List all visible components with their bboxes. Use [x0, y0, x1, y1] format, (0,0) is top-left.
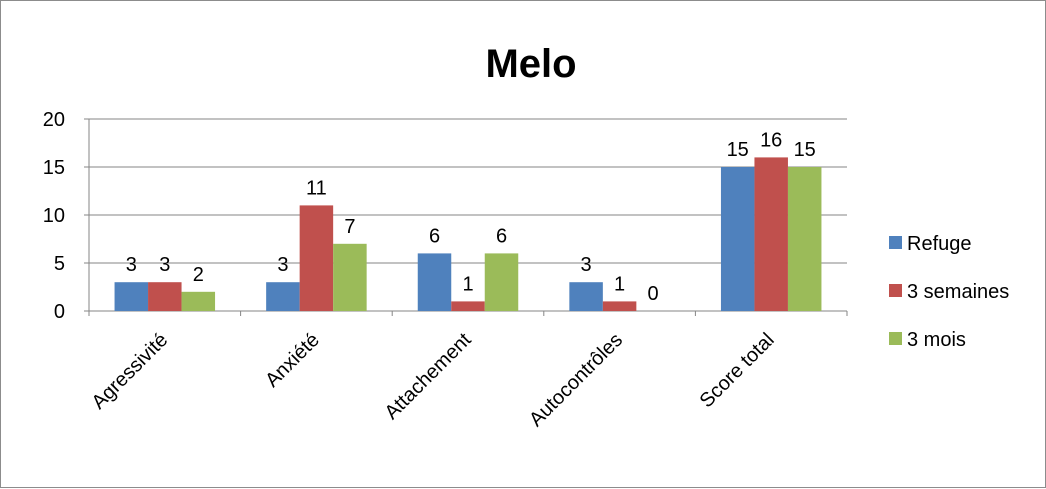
- legend-label: Refuge: [907, 233, 972, 255]
- data-label: 15: [794, 139, 816, 161]
- bar: [266, 282, 300, 311]
- data-label: 15: [727, 139, 749, 161]
- legend: Refuge 3 semaines 3 mois: [889, 233, 1009, 351]
- bar: [181, 291, 216, 311]
- data-label: 6: [429, 225, 440, 247]
- x-tick-label: Attachement: [381, 329, 476, 424]
- bar: [754, 157, 788, 311]
- data-label: 7: [344, 216, 355, 238]
- bar: [602, 301, 637, 311]
- legend-label: 3 mois: [907, 329, 966, 351]
- bar: [451, 301, 485, 311]
- x-tick-label: Anxiété: [261, 329, 324, 392]
- x-tick-label: Agressivité: [88, 329, 173, 414]
- bar: [148, 282, 182, 311]
- legend-swatch: [889, 236, 902, 249]
- gridlines: [89, 118, 847, 264]
- data-label: 1: [614, 273, 625, 295]
- x-tick-label: Score total: [696, 329, 779, 412]
- data-label: 0: [648, 283, 659, 305]
- bar: [417, 253, 452, 311]
- bar: [569, 282, 603, 311]
- data-label: 11: [306, 177, 327, 199]
- legend-swatch: [889, 332, 902, 345]
- data-label: 3: [159, 254, 170, 276]
- x-tick-label: Autocontrôles: [525, 329, 627, 431]
- bar: [114, 282, 149, 311]
- data-label: 1: [462, 273, 473, 295]
- bar: [484, 253, 519, 311]
- y-tick-label: 10: [43, 205, 65, 227]
- bar: [787, 167, 822, 311]
- data-label: 3: [277, 254, 288, 276]
- data-label: 3: [126, 254, 137, 276]
- legend-label: 3 semaines: [907, 281, 1009, 303]
- bar: [333, 243, 367, 311]
- bar: [720, 167, 755, 311]
- data-label: 2: [193, 264, 204, 286]
- y-tick-label: 0: [54, 301, 65, 323]
- bars: [114, 157, 822, 311]
- data-label: 6: [496, 225, 507, 247]
- y-tick-label: 20: [43, 109, 65, 131]
- chart-title: Melo: [485, 42, 576, 86]
- bar: [299, 205, 334, 311]
- data-label: 16: [760, 129, 782, 151]
- data-label: 3: [581, 254, 592, 276]
- y-tick-label: 5: [54, 253, 65, 275]
- legend-swatch: [889, 284, 902, 297]
- y-tick-label: 15: [43, 157, 65, 179]
